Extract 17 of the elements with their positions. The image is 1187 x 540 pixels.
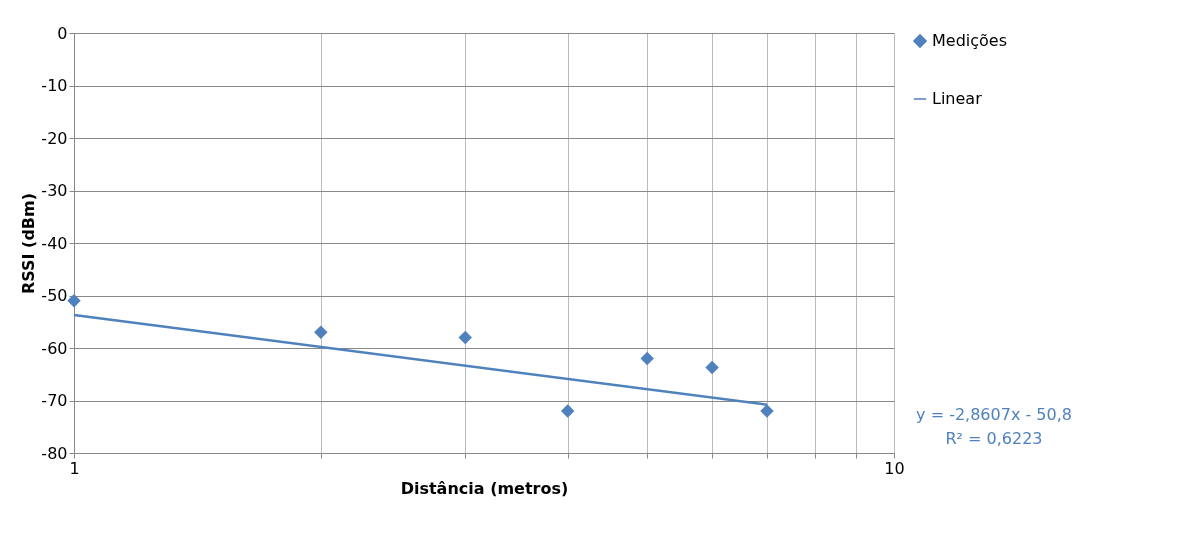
y-tick-label: -80	[41, 443, 68, 463]
y-tick-label: -60	[41, 338, 68, 358]
y-axis-title: RSSI (dBm)	[19, 192, 39, 295]
legend-label: Linear	[932, 89, 983, 108]
y-tick-label: -50	[41, 286, 68, 305]
legend-label: Medições	[932, 31, 1008, 50]
y-tick-label: 0	[57, 23, 68, 43]
y-tick-label: -40	[41, 233, 68, 253]
y-tick-label: -10	[41, 76, 68, 95]
x-tick-label: 10	[884, 458, 905, 478]
text: R² = 0,6223	[945, 429, 1043, 449]
y-tick-label: -30	[41, 181, 68, 200]
y-tick-label: -70	[41, 391, 68, 410]
y-tick-label: -20	[41, 128, 68, 148]
text: y = -2,8607x - 50,8	[916, 405, 1072, 425]
x-tick-label: 1	[69, 458, 80, 478]
x-axis-title: Distância (metros)	[400, 478, 569, 498]
